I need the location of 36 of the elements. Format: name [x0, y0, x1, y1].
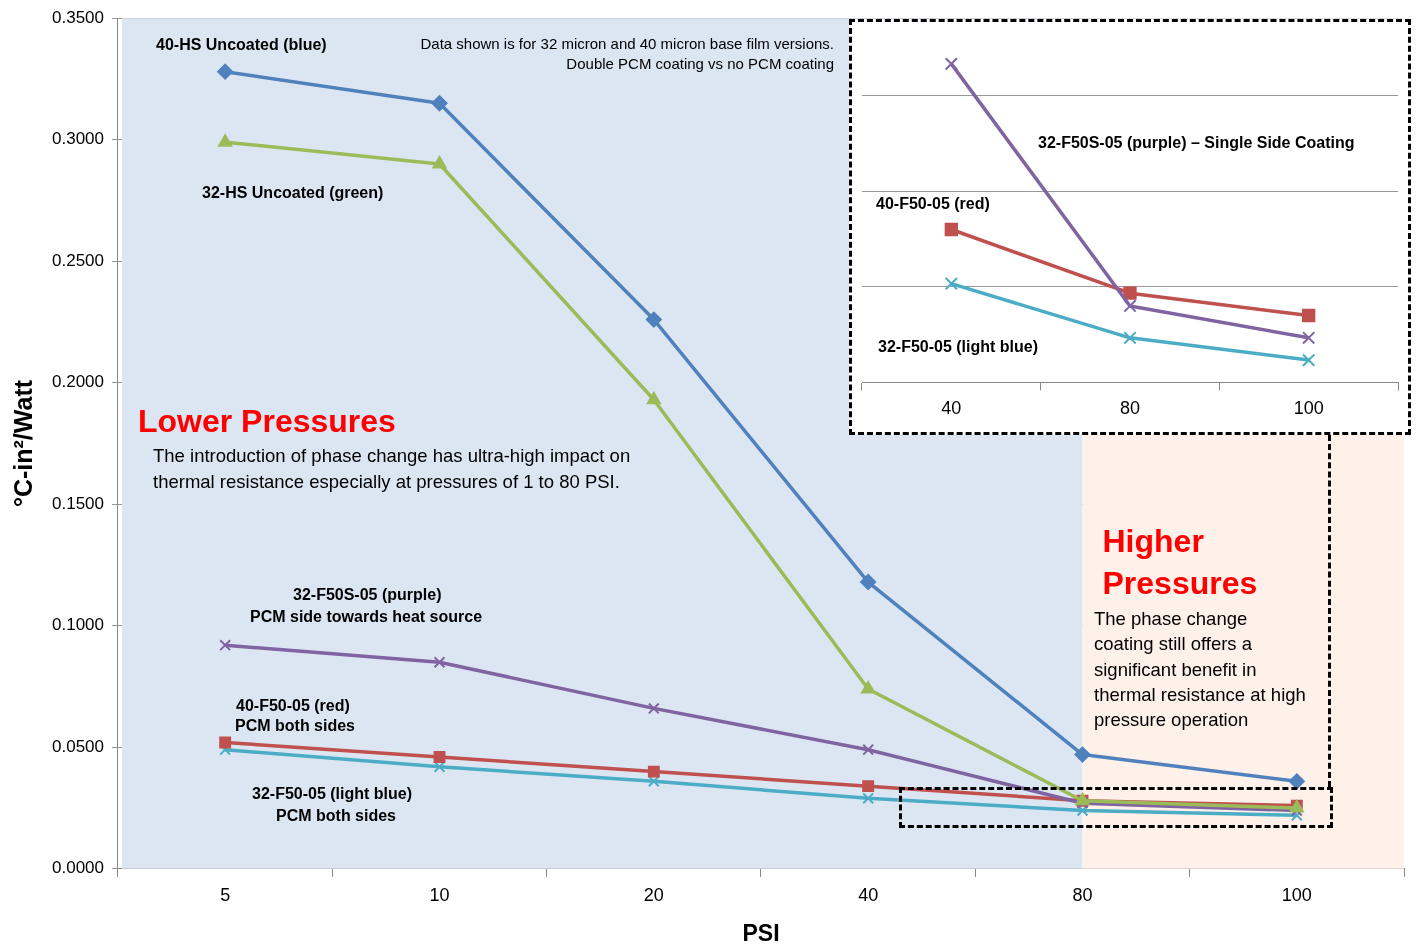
annotation: PCM both sides [235, 717, 356, 735]
series-label: 32-F50-05 (light blue) [252, 785, 413, 803]
annotation: The introduction of phase change has ultra-high impact on thermal resistance especially at pressures of 1 to 80 PSI. [153, 444, 632, 494]
series-label: 32-F50S-05 (purple) – Single Side Coating [1038, 134, 1355, 152]
band-label: Higher Pressures [1102, 522, 1259, 603]
annotation: PCM both sides [276, 807, 397, 825]
x-tick-label: 40 [858, 884, 879, 905]
x-tick-label: 80 [1119, 398, 1141, 419]
y-axis-title: °C-in²/Watt [8, 379, 37, 508]
text: 32-F50S-05 (purple) [293, 586, 442, 604]
x-tick-label: 100 [1281, 884, 1312, 905]
series-label: 40-F50-05 (red) [236, 697, 350, 715]
y-tick-label: 0.1000 [52, 615, 104, 635]
y-tick-label: 0.2000 [52, 372, 104, 392]
annotation: PCM side towards heat source [250, 608, 483, 626]
x-tick-label: 40 [941, 398, 962, 419]
x-tick-label: 5 [220, 884, 231, 905]
series-label: 40-F50-05 (red) [876, 195, 990, 213]
x-tick-label: 100 [1293, 398, 1324, 419]
series-label: 32-HS Uncoated (green) [202, 184, 384, 202]
y-tick-label: 0.0000 [52, 858, 104, 878]
x-tick-label: 10 [429, 884, 450, 905]
y-tick-label: 0.2500 [52, 250, 104, 270]
annotation: Data shown is for 32 micron and 40 micron base film versions. [420, 35, 834, 52]
x-tick-label: 20 [643, 884, 664, 905]
y-tick-label: 0.3000 [52, 129, 104, 149]
series-label: 32-F50-05 (light blue) [878, 338, 1039, 356]
annotation: The phase change coating still offers a significant benefit in thermal resistance at high pressure operation [1094, 607, 1307, 733]
annotation: Double PCM coating vs no PCM coating [566, 55, 834, 72]
band-label: Lower Pressures [137, 402, 396, 441]
y-tick-label: 0.0500 [52, 736, 104, 756]
x-axis-title: PSI [742, 919, 780, 946]
x-tick-label: 80 [1072, 884, 1093, 905]
series-label: 40-HS Uncoated (blue) [156, 36, 327, 54]
y-tick-label: 0.1500 [52, 493, 104, 513]
y-tick-label: 0.3500 [52, 7, 104, 27]
